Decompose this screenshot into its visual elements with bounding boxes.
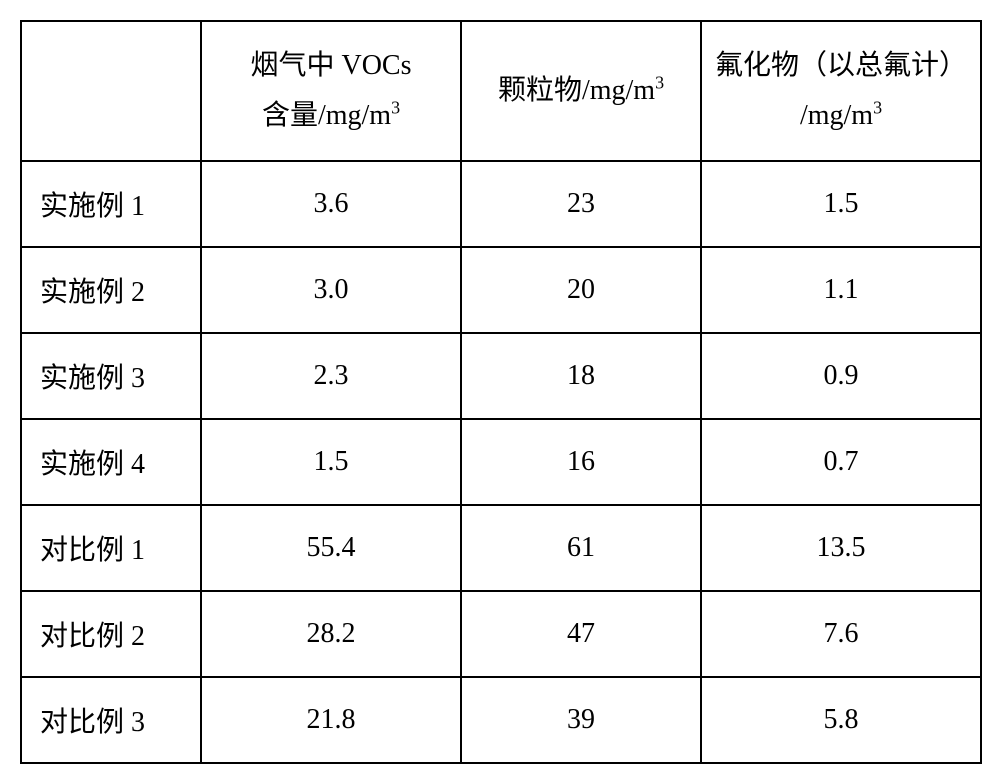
cell-label: 对比例 2	[21, 591, 201, 677]
data-table: 烟气中 VOCs 含量/mg/m3 颗粒物/mg/m3 氟化物（以总氟计） /m…	[20, 20, 982, 764]
cell-label: 实施例 2	[21, 247, 201, 333]
cell-fluoride: 0.9	[701, 333, 981, 419]
header-label	[21, 21, 201, 161]
header-vocs-line1: 烟气中 VOCs	[202, 41, 460, 91]
cell-fluoride: 1.5	[701, 161, 981, 247]
cell-particles: 20	[461, 247, 701, 333]
cell-particles: 16	[461, 419, 701, 505]
table-row: 对比例 2 28.2 47 7.6	[21, 591, 981, 677]
cell-vocs: 3.0	[201, 247, 461, 333]
header-fluoride-line1: 氟化物（以总氟计）	[702, 41, 980, 91]
table-row: 对比例 3 21.8 39 5.8	[21, 677, 981, 763]
cell-vocs: 55.4	[201, 505, 461, 591]
cell-fluoride: 1.1	[701, 247, 981, 333]
table-row: 实施例 3 2.3 18 0.9	[21, 333, 981, 419]
cell-label: 实施例 3	[21, 333, 201, 419]
cell-particles: 47	[461, 591, 701, 677]
header-vocs: 烟气中 VOCs 含量/mg/m3	[201, 21, 461, 161]
table-body: 实施例 1 3.6 23 1.5 实施例 2 3.0 20 1.1 实施例 3 …	[21, 161, 981, 763]
table-row: 实施例 2 3.0 20 1.1	[21, 247, 981, 333]
header-particles: 颗粒物/mg/m3	[461, 21, 701, 161]
table-row: 对比例 1 55.4 61 13.5	[21, 505, 981, 591]
cell-label: 实施例 1	[21, 161, 201, 247]
header-fluoride-line2: /mg/m3	[702, 91, 980, 141]
cell-vocs: 2.3	[201, 333, 461, 419]
cell-fluoride: 5.8	[701, 677, 981, 763]
cell-vocs: 3.6	[201, 161, 461, 247]
cell-label: 对比例 3	[21, 677, 201, 763]
cell-fluoride: 0.7	[701, 419, 981, 505]
cell-vocs: 1.5	[201, 419, 461, 505]
table-row: 实施例 4 1.5 16 0.7	[21, 419, 981, 505]
cell-label: 实施例 4	[21, 419, 201, 505]
header-vocs-line2: 含量/mg/m3	[202, 91, 460, 141]
table-row: 实施例 1 3.6 23 1.5	[21, 161, 981, 247]
cell-particles: 23	[461, 161, 701, 247]
cell-vocs: 21.8	[201, 677, 461, 763]
cell-vocs: 28.2	[201, 591, 461, 677]
cell-particles: 18	[461, 333, 701, 419]
header-particles-text: 颗粒物/mg/m3	[498, 75, 664, 106]
cell-fluoride: 13.5	[701, 505, 981, 591]
cell-fluoride: 7.6	[701, 591, 981, 677]
table-header-row: 烟气中 VOCs 含量/mg/m3 颗粒物/mg/m3 氟化物（以总氟计） /m…	[21, 21, 981, 161]
cell-particles: 39	[461, 677, 701, 763]
cell-particles: 61	[461, 505, 701, 591]
data-table-container: 烟气中 VOCs 含量/mg/m3 颗粒物/mg/m3 氟化物（以总氟计） /m…	[20, 20, 980, 764]
cell-label: 对比例 1	[21, 505, 201, 591]
header-fluoride: 氟化物（以总氟计） /mg/m3	[701, 21, 981, 161]
